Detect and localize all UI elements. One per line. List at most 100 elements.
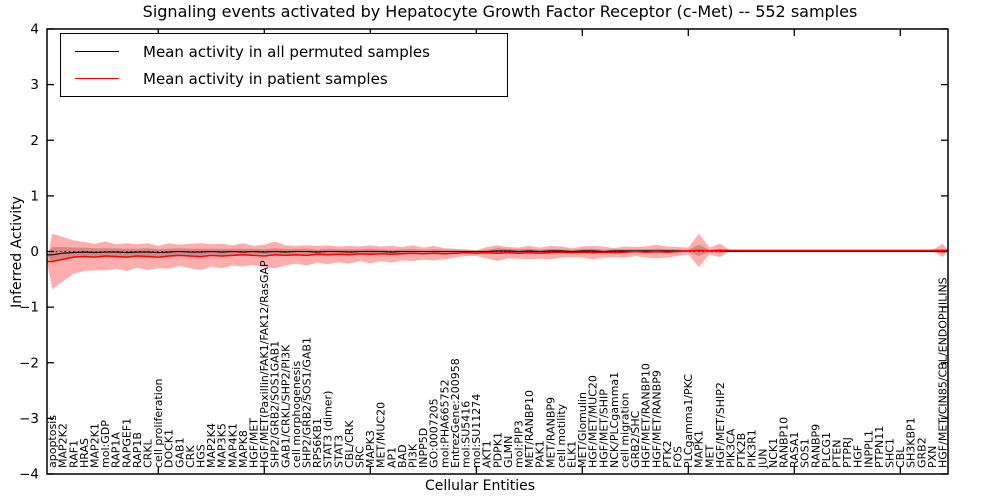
x-tick-label: STAT3 xyxy=(332,435,345,468)
x-tick-label: cell morphogenesis xyxy=(290,361,303,468)
x-tick-label: RANBP10 xyxy=(778,417,791,468)
x-tick-label: CRK xyxy=(184,445,197,468)
x-tick-label: RASA1 xyxy=(788,432,801,468)
x-tick-label: PAK1 xyxy=(534,440,547,468)
y-tick-label: −3 xyxy=(19,411,39,427)
x-tick-label: SHC1 xyxy=(884,438,897,468)
x-tick-label: PXN xyxy=(926,446,939,468)
x-tick-label: CBL xyxy=(894,446,907,468)
x-tick-label: apoptosis xyxy=(46,415,59,468)
x-tick-label: HGF/MET xyxy=(248,418,261,468)
x-tick-label: mol:SU11274 xyxy=(470,394,483,468)
legend-label-patient: Mean activity in patient samples xyxy=(143,69,388,88)
y-tick-label: −4 xyxy=(19,467,39,483)
x-tick-label: mol:GDP xyxy=(99,420,112,468)
x-tick-label: STAT3 (dimer) xyxy=(322,391,335,468)
permuted-series-line xyxy=(47,249,948,256)
x-tick-label: MAP2K2 xyxy=(57,423,70,468)
x-tick-label: JUN xyxy=(756,448,769,469)
patient-band xyxy=(47,233,948,290)
x-tick-label: HGF xyxy=(852,445,865,468)
x-tick-label: RAP1A xyxy=(110,432,123,468)
x-tick-label: GO:0007205 xyxy=(428,398,441,468)
x-tick-label: AP1 xyxy=(385,447,398,468)
x-tick-label: MAPK3 xyxy=(364,430,377,468)
x-tick-label: HGF/MET/CIN85/CBL/ENDOPHILINS xyxy=(937,277,950,468)
x-tick-label: CRKL xyxy=(142,438,155,468)
x-tick-label: MET xyxy=(703,445,716,468)
x-tick-label: MAP2K1 xyxy=(89,423,102,468)
x-tick-label: HGF/MET/RANBP10 xyxy=(640,363,653,468)
permuted-band xyxy=(47,244,948,263)
x-tick-label: HGF/MET/RANBP9 xyxy=(650,370,663,468)
x-tick-label: EntrezGene:200958 xyxy=(449,358,462,468)
patient-series-line xyxy=(47,249,948,263)
x-tick-label: PLCgamma1/PKC xyxy=(682,374,695,468)
x-tick-label: mol:PIP3 xyxy=(513,420,526,468)
patient-line-sample xyxy=(75,78,119,79)
x-tick-label: GAB1 xyxy=(173,437,186,468)
x-tick-label: HGF/MET/SHIP2 xyxy=(714,382,727,468)
x-tick-label: NCK1 xyxy=(767,438,780,468)
x-tick-label: NCK/PLCgamma1 xyxy=(608,372,621,468)
x-tick-label: MAPK8 xyxy=(237,430,250,468)
x-tick-label: RAPGEF1 xyxy=(120,418,133,468)
x-tick-label: HGS xyxy=(195,444,208,468)
x-tick-label: CBL/CRK xyxy=(343,420,356,468)
x-tick-label: HGF/MET/SHIP xyxy=(597,389,610,468)
x-tick-label: GAB1/CRKL/SHP2/PI3K xyxy=(279,344,292,468)
x-tick-label: cell proliferation xyxy=(152,378,165,468)
x-tick-label: PLCG1 xyxy=(820,432,833,468)
legend-entry-patient: Mean activity in patient samples xyxy=(61,70,507,88)
x-tick-label: mol:SU5416 xyxy=(460,401,473,468)
legend-entry-permuted: Mean activity in all permuted samples xyxy=(61,43,507,61)
x-tick-label: RPS6KB1 xyxy=(311,418,324,468)
x-tick-label: RANBP9 xyxy=(809,424,822,468)
x-tick-label: SHP2/GRB2/SOS1GAB1 xyxy=(269,341,282,468)
y-tick-label: −2 xyxy=(19,355,39,371)
y-axis-label: Inferred Activity xyxy=(9,196,25,308)
x-tick-label: RAF1 xyxy=(67,440,80,468)
x-tick-label: GRB2 xyxy=(915,437,928,468)
y-tick-label: 1 xyxy=(30,188,39,204)
y-tick-label: 3 xyxy=(30,77,39,93)
x-tick-label: HGF/MET(Paxillin/FAK1/FAK12/RasGAP xyxy=(258,260,271,468)
legend: Mean activity in all permuted samples Me… xyxy=(60,33,508,97)
x-tick-label: INPP5D xyxy=(417,428,430,468)
x-tick-label: MAP2K4 xyxy=(205,423,218,468)
x-axis-label: Cellular Entities xyxy=(424,478,536,494)
y-tick-label: 2 xyxy=(30,133,39,149)
x-tick-label: PIK3R1 xyxy=(746,429,759,468)
legend-label-permuted: Mean activity in all permuted samples xyxy=(143,42,430,61)
x-tick-label: PTPN11 xyxy=(873,426,886,468)
x-tick-label: AKT1 xyxy=(481,440,494,468)
x-tick-label: GLMN xyxy=(502,436,515,468)
y-tick-label: −1 xyxy=(19,300,39,316)
x-tick-label: ELK1 xyxy=(566,441,579,468)
y-tick-label: 0 xyxy=(30,244,39,260)
x-tick-label: DOCK1 xyxy=(163,429,176,468)
permuted-line-sample xyxy=(75,51,119,52)
x-tick-label: SRC xyxy=(354,446,367,468)
chart-title: Signaling events activated by Hepatocyte… xyxy=(142,2,858,21)
x-tick-label: SH3KBP1 xyxy=(905,417,918,468)
x-tick-label: PTEN xyxy=(831,439,844,468)
x-tick-label: MAPK1 xyxy=(693,430,706,468)
x-tick-label: RAP1B xyxy=(131,432,144,468)
x-tick-label: FOS xyxy=(672,446,685,468)
x-tick-label: MET/RANBP10 xyxy=(523,390,536,468)
x-tick-label: INPPL1 xyxy=(862,430,875,468)
x-tick-label: MET/RANBP9 xyxy=(544,397,557,468)
x-tick-label: HGF/MET/MUC20 xyxy=(587,375,600,468)
x-tick-label: PTK2B xyxy=(735,433,748,468)
x-tick-label: MAP3K5 xyxy=(216,423,229,468)
x-tick-label: MET/MUC20 xyxy=(375,402,388,468)
x-tick-label: PTK2 xyxy=(661,440,674,468)
x-tick-label: PI3K xyxy=(407,443,420,468)
x-tick-label: HRAS xyxy=(78,438,91,468)
x-tick-label: cell migration xyxy=(619,392,632,468)
y-tick-label: 4 xyxy=(30,22,39,38)
x-tick-label: BAD xyxy=(396,444,409,468)
